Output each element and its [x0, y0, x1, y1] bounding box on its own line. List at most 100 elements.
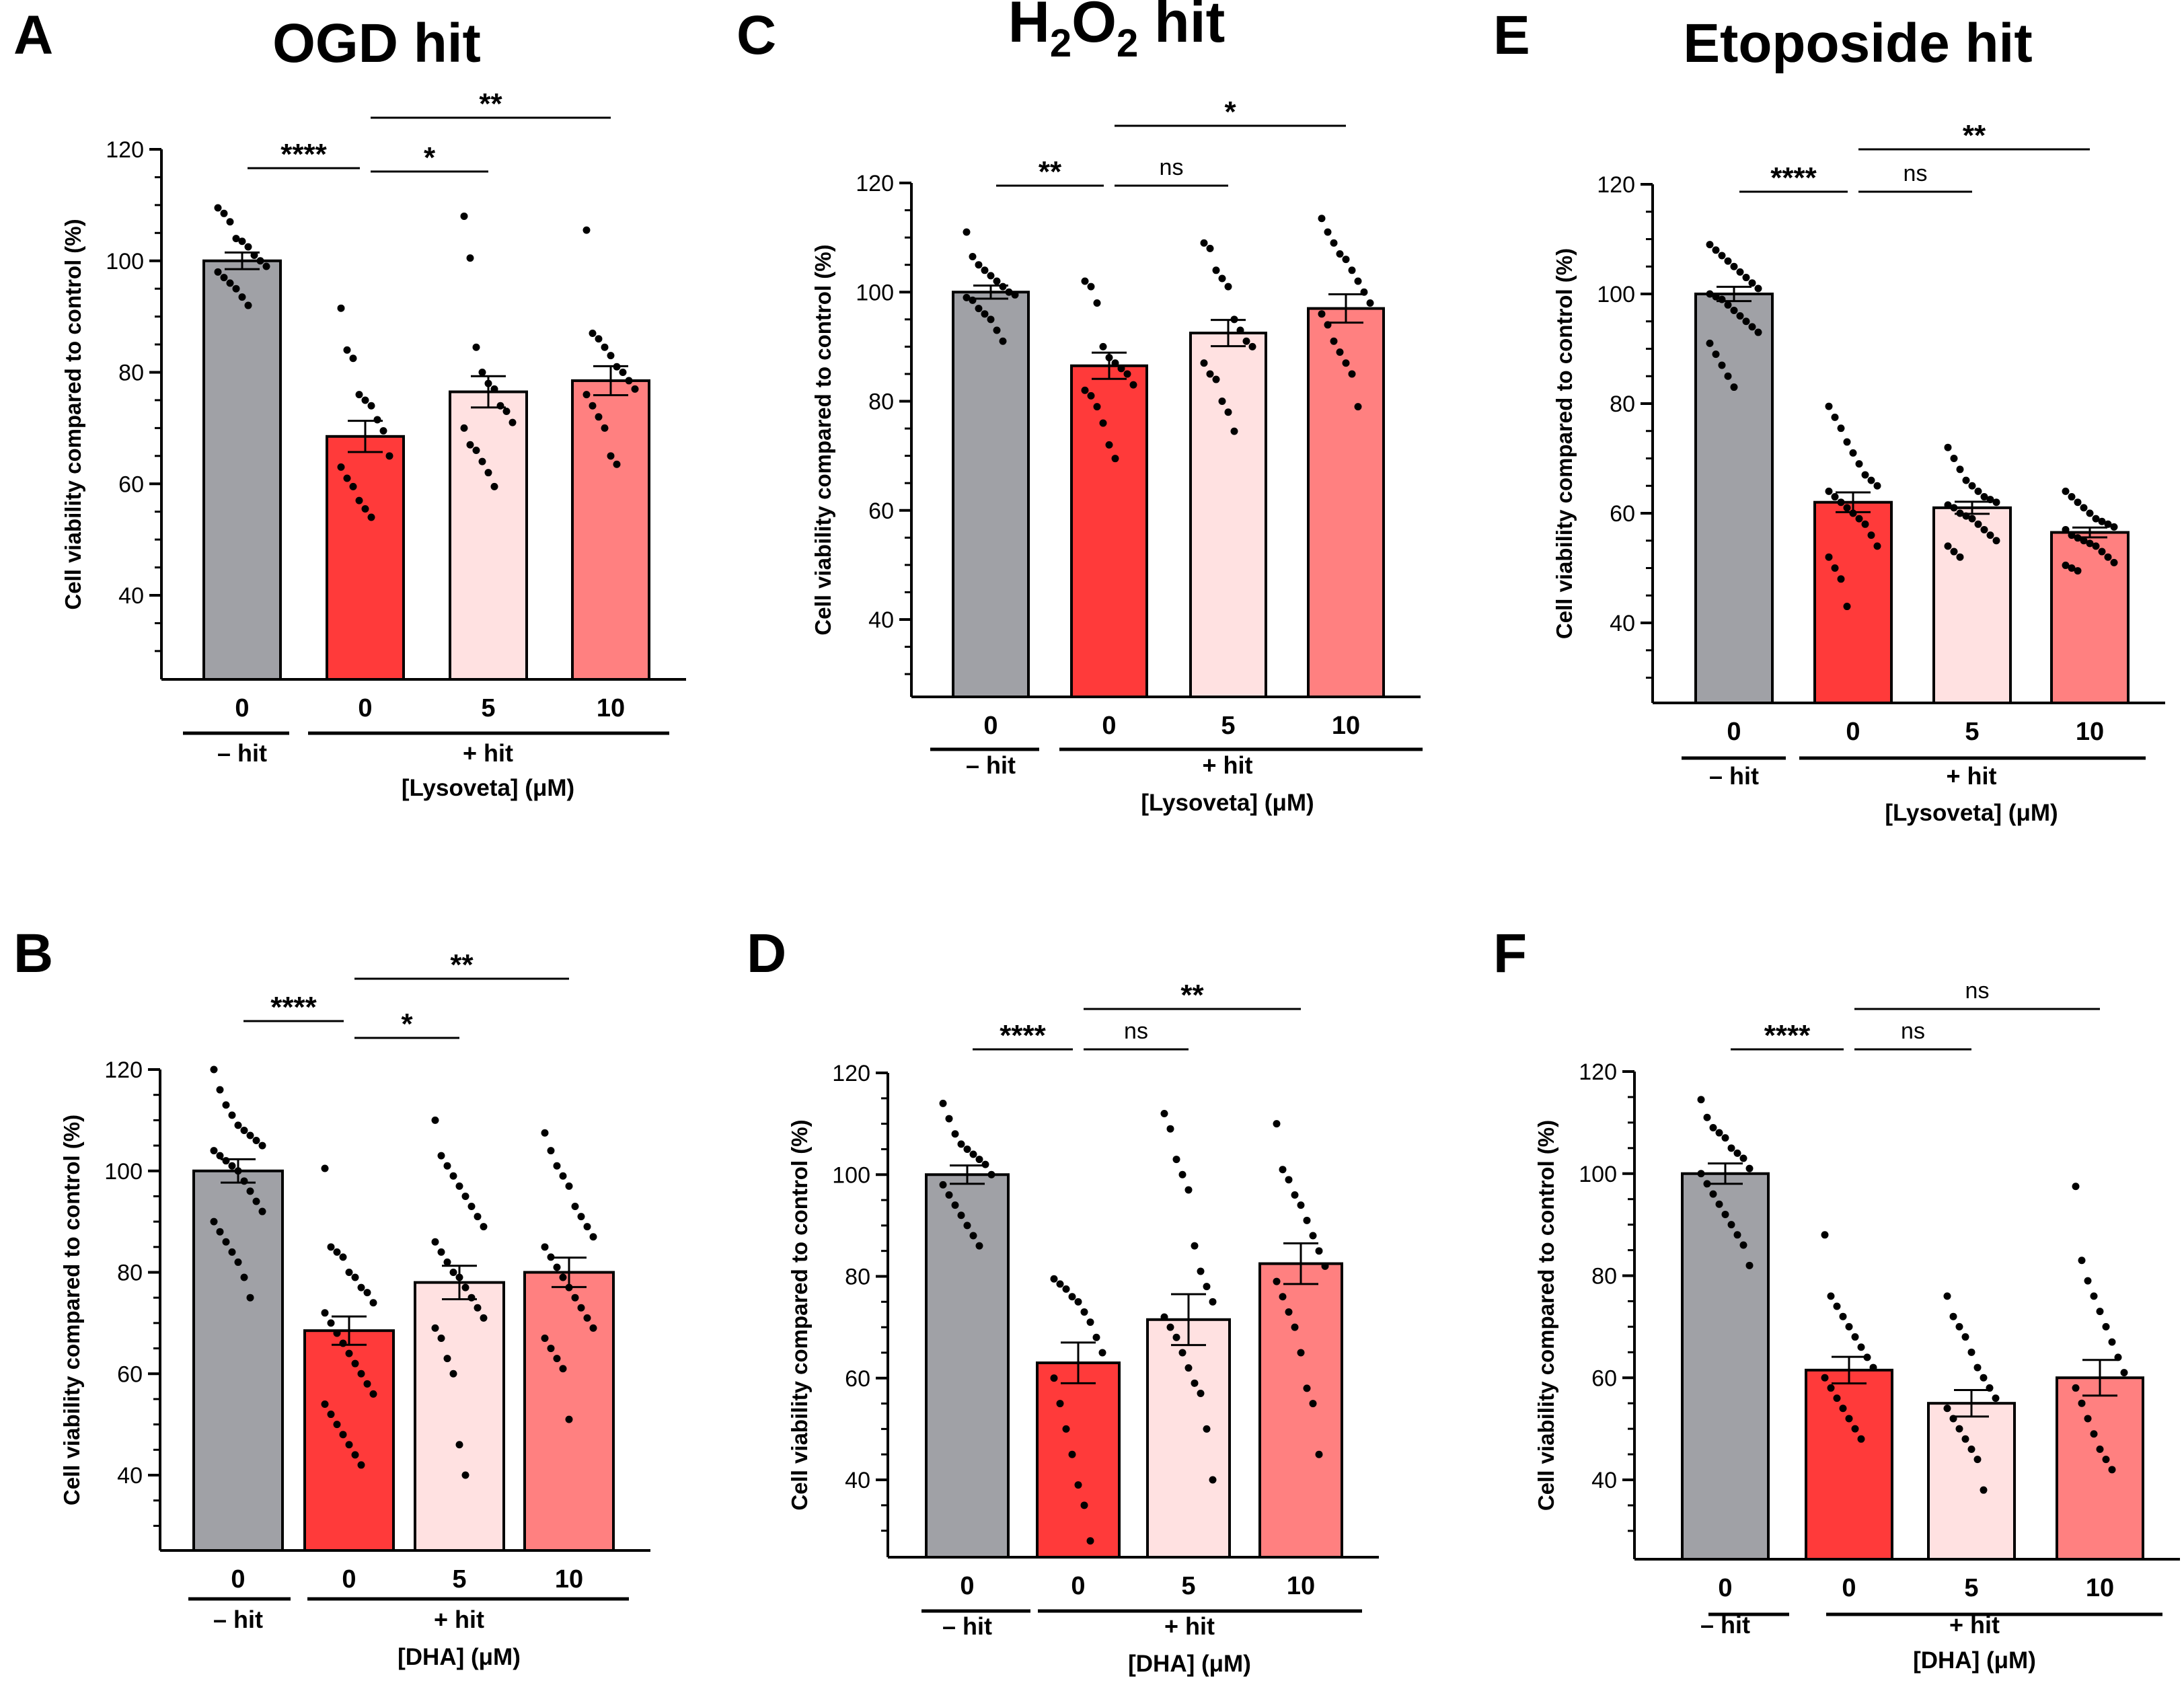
- data-point: [945, 1115, 953, 1123]
- data-point: [2108, 1466, 2116, 1474]
- data-point: [1944, 443, 1952, 451]
- significance-label: **: [1963, 119, 1986, 152]
- data-point: [1992, 537, 2000, 545]
- data-point: [2062, 561, 2070, 569]
- x-tick-label: 10: [597, 694, 625, 722]
- data-point: [490, 385, 498, 393]
- data-point: [1285, 1176, 1293, 1184]
- data-point: [981, 1160, 989, 1168]
- data-point: [1200, 239, 1208, 247]
- data-point: [1950, 548, 1958, 556]
- data-point: [1342, 359, 1350, 367]
- data-point: [1706, 339, 1714, 347]
- x-tick-label: 5: [1964, 1574, 1978, 1602]
- x-tick-label: 5: [1221, 712, 1235, 740]
- bar: [1932, 506, 2012, 704]
- data-point: [2062, 487, 2070, 495]
- data-point: [466, 254, 474, 262]
- data-point: [559, 1172, 567, 1180]
- data-point: [2098, 517, 2106, 525]
- data-point: [244, 243, 252, 251]
- data-point: [355, 391, 363, 399]
- data-point: [607, 452, 615, 460]
- x-tick-label: 10: [1332, 712, 1360, 740]
- data-point: [2072, 1183, 2080, 1191]
- data-point: [565, 1182, 573, 1190]
- data-point: [1074, 1298, 1082, 1306]
- data-point: [1074, 1481, 1082, 1489]
- data-point: [1961, 1333, 1969, 1341]
- data-point: [1712, 246, 1720, 254]
- data-point: [1166, 1125, 1174, 1133]
- data-point: [1236, 326, 1244, 334]
- data-point: [625, 377, 633, 385]
- data-point: [216, 1152, 224, 1160]
- data-point: [1851, 1425, 1859, 1433]
- data-point: [559, 1365, 567, 1373]
- data-point: [466, 441, 474, 449]
- data-point: [2084, 1277, 2092, 1285]
- bar: [925, 1173, 1010, 1559]
- y-tick-label: 40: [868, 607, 894, 633]
- data-point: [467, 1203, 476, 1211]
- data-point: [1224, 408, 1232, 416]
- bar: [1813, 500, 1893, 704]
- data-point: [1855, 460, 1863, 468]
- data-point: [1342, 256, 1350, 264]
- group-label: – hit: [1709, 762, 1759, 790]
- data-point: [1837, 498, 1845, 507]
- data-point: [431, 1238, 439, 1246]
- data-point: [210, 1065, 218, 1074]
- y-axis-label: Cell viability compared to control (%): [811, 244, 835, 635]
- data-point: [1950, 504, 1958, 512]
- panel-letter: D: [747, 923, 786, 984]
- data-point: [1867, 476, 1875, 484]
- data-point: [480, 1223, 488, 1231]
- data-point: [1224, 283, 1232, 291]
- data-point: [1348, 370, 1356, 378]
- data-point: [339, 1253, 347, 1261]
- data-point: [2102, 1456, 2110, 1464]
- data-point: [472, 447, 480, 455]
- data-point: [547, 1147, 555, 1155]
- data-point: [337, 463, 345, 471]
- data-point: [240, 1273, 248, 1281]
- data-point: [987, 315, 995, 324]
- data-point: [1212, 266, 1220, 274]
- data-point: [1309, 1400, 1317, 1408]
- data-point: [613, 363, 621, 371]
- data-point: [541, 1129, 549, 1137]
- data-point: [1855, 515, 1863, 523]
- data-point: [969, 1232, 977, 1240]
- data-point: [2104, 553, 2112, 561]
- data-point: [250, 251, 258, 259]
- significance-label: **: [479, 87, 502, 120]
- data-point: [1873, 482, 1881, 490]
- data-point: [1944, 501, 1952, 509]
- data-point: [969, 1150, 977, 1158]
- data-point: [361, 396, 369, 404]
- data-point: [565, 1283, 573, 1291]
- x-tick-label: 0: [1846, 718, 1860, 746]
- y-tick-label: 80: [117, 1261, 143, 1286]
- data-point: [226, 218, 234, 226]
- data-point: [343, 474, 351, 482]
- data-point: [1748, 279, 1756, 287]
- data-point: [1827, 1292, 1835, 1300]
- data-point: [975, 1242, 983, 1250]
- data-point: [981, 310, 989, 318]
- data-point: [222, 1101, 230, 1109]
- data-point: [234, 1167, 242, 1175]
- data-point: [1861, 520, 1869, 528]
- data-point: [1315, 1247, 1323, 1255]
- x-tick-label: 0: [342, 1565, 356, 1594]
- data-point: [478, 369, 486, 376]
- data-point: [210, 1218, 218, 1226]
- data-point: [957, 1211, 965, 1220]
- data-point: [957, 1140, 965, 1148]
- data-point: [1861, 471, 1869, 479]
- significance-label: ns: [1124, 1018, 1148, 1044]
- data-point: [1849, 509, 1857, 517]
- data-point: [339, 1339, 347, 1347]
